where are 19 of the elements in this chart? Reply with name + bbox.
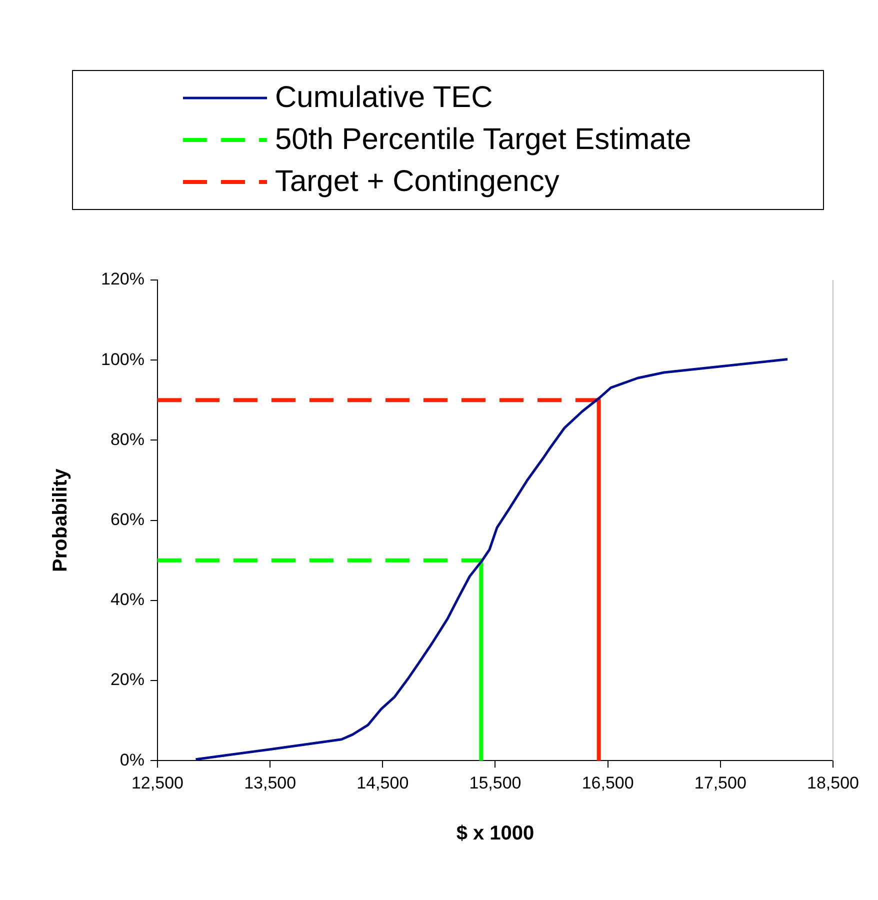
y-tick-label: 0% bbox=[120, 750, 144, 770]
y-tick-label: 100% bbox=[100, 350, 144, 369]
y-tick-label: 120% bbox=[100, 270, 144, 289]
x-tick-label: 14,500 bbox=[356, 773, 409, 792]
y-tick-label: 80% bbox=[110, 430, 144, 449]
x-tick-label: 12,500 bbox=[131, 773, 184, 792]
y-tick-label: 40% bbox=[110, 590, 144, 610]
x-tick-label: 15,500 bbox=[469, 773, 522, 792]
y-tick-label: 20% bbox=[110, 670, 144, 690]
y-tick-label: 60% bbox=[110, 510, 144, 529]
x-axis-title: $ x 1000 bbox=[456, 822, 534, 845]
legend-label: 50th Percentile Target Estimate bbox=[275, 122, 692, 158]
legend-label: Target + Contingency bbox=[275, 164, 560, 200]
x-tick-label: 18,500 bbox=[807, 773, 859, 792]
x-tick-label: 13,500 bbox=[244, 773, 296, 792]
x-tick-label: 17,500 bbox=[694, 773, 746, 792]
legend-label: Cumulative TEC bbox=[275, 80, 493, 116]
y-axis-title: Probability bbox=[50, 468, 72, 572]
x-tick-label: 16,500 bbox=[582, 773, 634, 792]
